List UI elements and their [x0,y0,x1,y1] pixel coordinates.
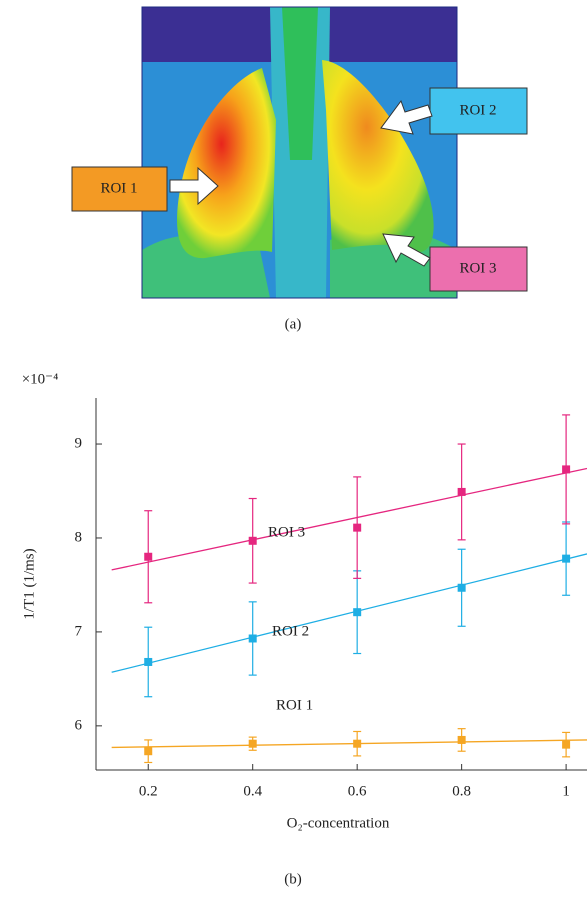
y-tick-label: 6 [75,717,83,733]
series-label: ROI 3 [268,524,305,540]
roi-label-box [71,166,168,212]
x-tick-label: 1 [562,783,570,799]
x-tick-label: 0.6 [348,783,367,799]
point [353,523,362,532]
caption: (b) [284,871,302,887]
arrow [380,99,433,135]
point [144,657,153,666]
roi-label-box [429,87,528,135]
arrow [382,233,431,267]
point [562,465,571,474]
roi-label-box [429,246,528,292]
fit-line [111,467,587,571]
point [248,536,257,545]
point [144,552,153,561]
caption: (a) [285,316,302,332]
y-axis-label: 1/T1 (1/ms) [21,548,37,619]
roi-callouts: ROI 1 ROI 2 ROI 3 [71,87,528,292]
point [457,583,466,592]
x-tick-label: 0.8 [452,783,471,799]
roi-label: ROI 1 [100,180,137,196]
fit-line [111,553,587,673]
axis-multiplier: ×10⁻⁴ [22,371,59,387]
y-tick-label: 8 [75,529,83,545]
series-label: ROI 1 [276,697,313,713]
point [562,740,571,749]
point [353,739,362,748]
series-label: ROI 2 [272,623,309,639]
point [248,634,257,643]
x-tick-label: 0.2 [139,783,158,799]
x-axis-label: O₂-concentration [287,815,390,831]
arrow [169,166,219,206]
x-tick-label: 0.4 [243,783,262,799]
mri-image [141,6,458,299]
point [562,554,571,563]
y-tick-label: 7 [75,623,83,639]
point [248,739,257,748]
roi-label: ROI 3 [459,260,496,276]
point [457,735,466,744]
point [144,747,153,756]
point [353,608,362,617]
point [457,487,466,496]
roi-label: ROI 2 [459,102,496,118]
fit-line [111,739,587,749]
y-tick-label: 9 [75,435,83,451]
